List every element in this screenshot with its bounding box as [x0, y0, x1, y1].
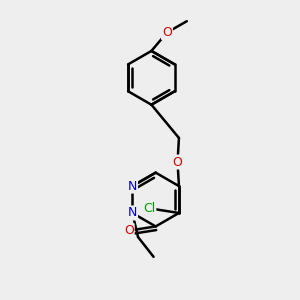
Text: N: N [128, 180, 137, 193]
Text: O: O [172, 155, 182, 169]
Text: N: N [128, 206, 137, 220]
Text: O: O [124, 224, 134, 237]
Text: O: O [162, 26, 172, 39]
Text: Cl: Cl [143, 202, 155, 215]
